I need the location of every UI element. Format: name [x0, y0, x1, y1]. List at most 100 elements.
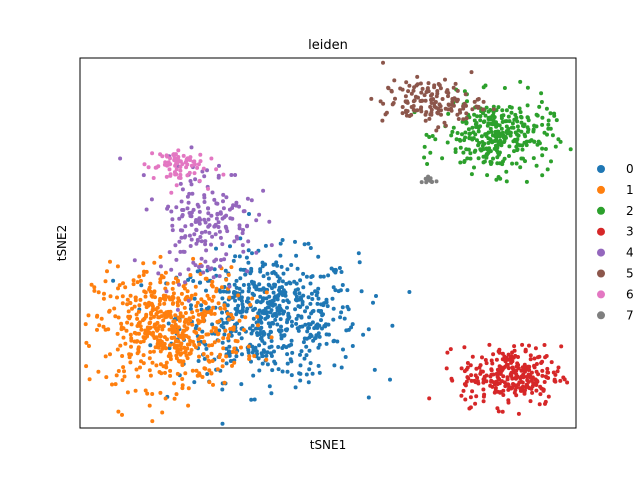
scatter-point — [295, 282, 299, 286]
scatter-point — [425, 133, 429, 137]
scatter-point — [128, 355, 132, 359]
scatter-point — [110, 383, 114, 387]
scatter-point — [478, 124, 482, 128]
scatter-point — [465, 116, 469, 120]
scatter-point — [430, 108, 434, 112]
scatter-point — [194, 263, 198, 267]
scatter-point — [301, 285, 305, 289]
scatter-point — [317, 364, 321, 368]
scatter-point — [459, 394, 463, 398]
scatter-point — [385, 111, 389, 115]
scatter-point — [482, 399, 486, 403]
scatter-point — [298, 372, 302, 376]
scatter-point — [218, 274, 222, 278]
scatter-point — [507, 154, 511, 158]
scatter-point — [229, 265, 233, 269]
scatter-point — [148, 286, 152, 290]
scatter-point — [311, 310, 315, 314]
scatter-point — [520, 343, 524, 347]
scatter-point — [495, 123, 499, 127]
scatter-point — [197, 342, 201, 346]
scatter-point — [159, 264, 163, 268]
scatter-point — [299, 363, 303, 367]
scatter-point — [501, 374, 505, 378]
scatter-point — [404, 109, 408, 113]
scatter-point — [267, 295, 271, 299]
scatter-point — [87, 344, 91, 348]
scatter-point — [221, 336, 225, 340]
scatter-point — [277, 279, 281, 283]
scatter-point — [503, 86, 507, 90]
scatter-point — [194, 285, 198, 289]
scatter-point — [257, 369, 261, 373]
scatter-point — [538, 392, 542, 396]
scatter-point — [160, 411, 164, 415]
scatter-point — [200, 264, 204, 268]
scatter-point — [144, 389, 148, 393]
scatter-point — [168, 343, 172, 347]
scatter-point — [444, 124, 448, 128]
scatter-point — [318, 335, 322, 339]
scatter-point — [264, 354, 268, 358]
scatter-point — [242, 209, 246, 213]
scatter-point — [319, 310, 323, 314]
scatter-point — [128, 360, 132, 364]
scatter-point — [84, 364, 88, 368]
scatter-point — [198, 210, 202, 214]
scatter-point — [249, 267, 253, 271]
scatter-point — [241, 250, 245, 254]
scatter-point — [341, 348, 345, 352]
scatter-point — [169, 357, 173, 361]
scatter-point — [173, 397, 177, 401]
scatter-point — [139, 359, 143, 363]
scatter-point — [151, 331, 155, 335]
scatter-point — [104, 375, 108, 379]
scatter-point — [184, 311, 188, 315]
scatter-point — [318, 343, 322, 347]
scatter-point — [386, 86, 390, 90]
scatter-point — [229, 173, 233, 177]
scatter-point — [156, 271, 160, 275]
scatter-point — [196, 301, 200, 305]
scatter-point — [191, 369, 195, 373]
scatter-point — [198, 153, 202, 157]
scatter-point — [557, 366, 561, 370]
scatter-point — [207, 231, 211, 235]
scatter-point — [499, 365, 503, 369]
scatter-point — [231, 203, 235, 207]
scatter-point — [207, 218, 211, 222]
scatter-point — [214, 247, 218, 251]
scatter-point — [269, 391, 273, 395]
scatter-point — [196, 203, 200, 207]
scatter-point — [271, 299, 275, 303]
scatter-point — [563, 377, 567, 381]
scatter-point — [525, 383, 529, 387]
scatter-point — [488, 137, 492, 141]
scatter-point — [519, 110, 523, 114]
scatter-point — [192, 232, 196, 236]
scatter-point — [279, 242, 283, 246]
scatter-point — [445, 351, 449, 355]
scatter-point — [536, 372, 540, 376]
scatter-point — [474, 125, 478, 129]
scatter-point — [540, 147, 544, 151]
scatter-point — [469, 373, 473, 377]
scatter-point — [516, 383, 520, 387]
scatter-point — [207, 306, 211, 310]
scatter-point — [307, 380, 311, 384]
scatter-point — [173, 156, 177, 160]
scatter-point — [482, 100, 486, 104]
scatter-point — [278, 254, 282, 258]
scatter-point — [125, 321, 129, 325]
scatter-point — [302, 340, 306, 344]
scatter-point — [535, 164, 539, 168]
scatter-point — [545, 367, 549, 371]
scatter-point — [162, 324, 166, 328]
scatter-point — [203, 200, 207, 204]
scatter-point — [183, 234, 187, 238]
scatter-point — [419, 91, 423, 95]
scatter-point — [190, 223, 194, 227]
scatter-point — [226, 312, 230, 316]
scatter-point — [142, 353, 146, 357]
